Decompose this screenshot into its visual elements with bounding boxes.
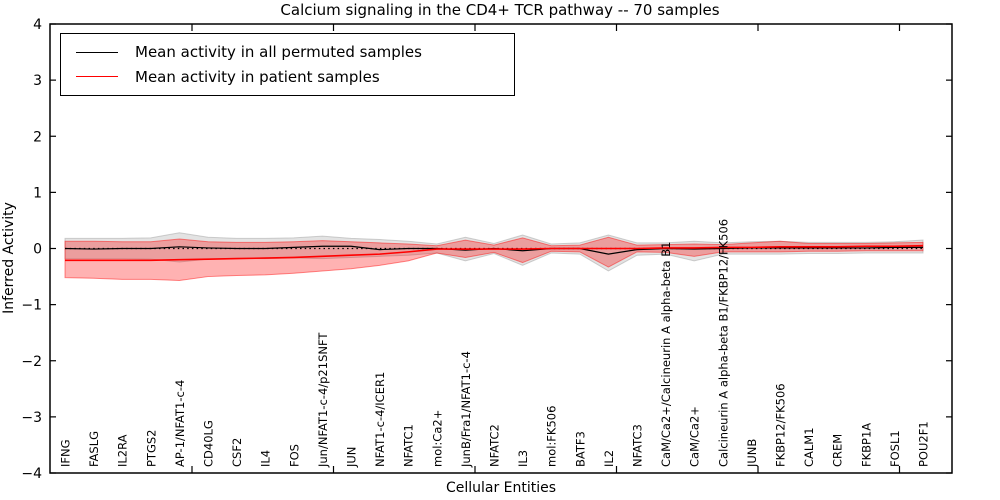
permuted-line-swatch-icon bbox=[76, 51, 118, 53]
y-tick-label: 1 bbox=[33, 185, 42, 201]
x-tick-label: CaM/Ca2+ bbox=[688, 406, 702, 467]
x-tick-label: JUN bbox=[345, 447, 359, 468]
x-tick-label: IFNG bbox=[59, 439, 73, 467]
legend-label-permuted: Mean activity in all permuted samples bbox=[135, 43, 422, 62]
x-tick-label: CSF2 bbox=[230, 438, 244, 467]
patient-mean-line bbox=[65, 244, 924, 262]
x-tick-label: FKBP12/FK506 bbox=[774, 383, 788, 467]
x-tick-label: CD40LG bbox=[202, 420, 216, 467]
x-tick-label: FOS bbox=[287, 444, 301, 467]
x-axis-label: Cellular Entities bbox=[445, 480, 557, 496]
x-tick-label: NFATC1 bbox=[402, 424, 416, 467]
legend-item-patient: Mean activity in patient samples bbox=[76, 68, 508, 86]
x-tick-label: Jun/NFAT1-c-4/p21SNFT bbox=[316, 332, 330, 468]
x-tick-label: Calcineurin A alpha-beta B1/FKBP12/FK506 bbox=[716, 219, 730, 467]
x-tick-label: NFATC3 bbox=[631, 424, 645, 467]
x-tick-label: NFATC2 bbox=[488, 424, 502, 467]
y-tick-label: −3 bbox=[21, 410, 42, 426]
y-tick-label: 4 bbox=[33, 17, 42, 33]
patient-line-swatch-icon bbox=[76, 76, 118, 78]
y-tick-label: −2 bbox=[21, 354, 42, 370]
x-tick-label: CaM/Ca2+/Calcineurin A alpha-beta B1 bbox=[659, 242, 673, 467]
legend-item-permuted: Mean activity in all permuted samples bbox=[76, 43, 508, 61]
x-tick-label: mol:FK506 bbox=[545, 406, 559, 467]
y-tick-label: −4 bbox=[21, 466, 42, 482]
x-tick-label: FKBP1A bbox=[859, 423, 873, 467]
x-tick-label: CREM bbox=[831, 434, 845, 467]
x-tick-label: IL3 bbox=[516, 450, 530, 467]
y-tick-label: 2 bbox=[33, 129, 42, 145]
x-tick-label: FASLG bbox=[87, 431, 101, 467]
x-tick-label: CALM1 bbox=[802, 427, 816, 467]
x-tick-label: FOSL1 bbox=[888, 430, 902, 467]
y-tick-label: 3 bbox=[33, 73, 42, 89]
x-tick-label: JunB/Fra1/NFAT1-c-4 bbox=[459, 351, 473, 468]
x-tick-label: AP-1/NFAT1-c-4 bbox=[173, 380, 187, 467]
x-tick-label: PTGS2 bbox=[144, 430, 158, 468]
x-tick-label: NFAT1-c-4/ICER1 bbox=[373, 372, 387, 467]
x-tick-label: BATF3 bbox=[573, 431, 587, 467]
x-tick-label: mol:Ca2+ bbox=[430, 410, 444, 467]
x-tick-label: JUNB bbox=[745, 439, 759, 468]
legend-label-patient: Mean activity in patient samples bbox=[135, 67, 380, 86]
legend: Mean activity in all permuted samples Me… bbox=[60, 33, 515, 96]
x-tick-label: POU2F1 bbox=[917, 421, 931, 467]
chart-title: Calcium signaling in the CD4+ TCR pathwa… bbox=[280, 1, 720, 19]
x-tick-label: IL4 bbox=[259, 450, 273, 467]
x-tick-label: IL2RA bbox=[116, 434, 130, 467]
x-tick-label: IL2 bbox=[602, 450, 616, 467]
y-tick-label: −1 bbox=[21, 298, 42, 314]
permuted-confidence-band bbox=[64, 232, 924, 272]
y-tick-label: 0 bbox=[33, 242, 42, 258]
